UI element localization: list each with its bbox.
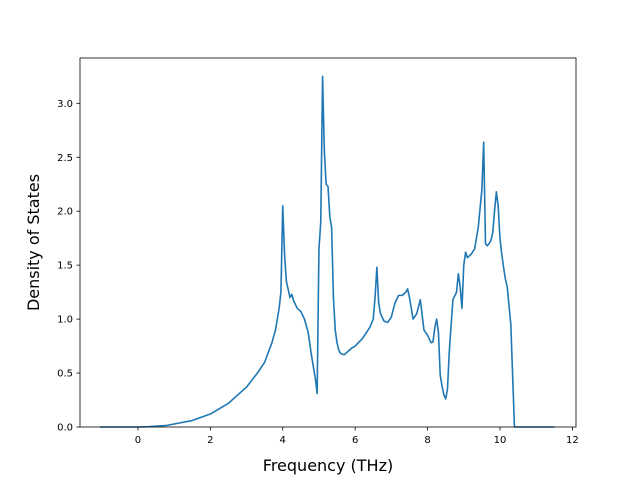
y-tick-label: 1.0: [57, 315, 73, 326]
y-tick-label: 0.5: [57, 369, 73, 380]
y-axis-label: Density of States: [24, 174, 43, 311]
x-tick-label: 12: [566, 435, 579, 446]
y-tick-label: 0.0: [57, 423, 73, 434]
x-tick-label: 8: [424, 435, 430, 446]
y-tick-label: 2.0: [57, 207, 73, 218]
x-tick-label: 10: [494, 435, 507, 446]
series-layer: [99, 75, 555, 428]
y-tick-label: 3.0: [57, 99, 73, 110]
series-line-0: [99, 75, 555, 428]
y-tick-label: 2.5: [57, 153, 73, 164]
x-tick-label: 0: [135, 435, 141, 446]
x-axis-label: Frequency (THz): [263, 456, 393, 475]
x-tick-label: 2: [207, 435, 213, 446]
ticks-layer: 0 2 4 6 8 10 12 0.0 0.5 1.0 1.5 2.0 2.5 3.0: [57, 99, 579, 446]
axes-frame: [79, 57, 577, 428]
x-tick-label: 6: [352, 435, 358, 446]
y-tick-label: 1.5: [57, 261, 73, 272]
x-tick-label: 4: [280, 435, 286, 446]
